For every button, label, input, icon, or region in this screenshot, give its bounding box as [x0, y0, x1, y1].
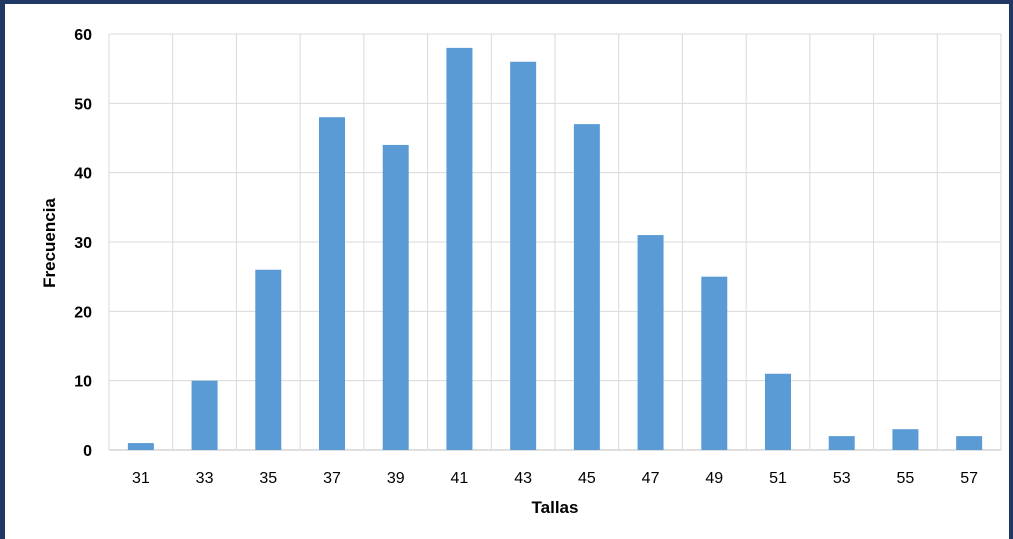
y-tick-labels: 0 10 20 30 40 50 60 [74, 27, 92, 460]
x-tick-label: 55 [897, 470, 915, 487]
x-tick-label: 39 [387, 470, 405, 487]
x-tick-label: 45 [578, 470, 596, 487]
bar-49 [701, 276, 728, 450]
bar-37 [319, 117, 345, 450]
y-tick-label: 50 [74, 96, 92, 113]
x-tick-label: 31 [132, 470, 150, 487]
bar-33 [191, 380, 218, 450]
x-tick-label: 43 [514, 470, 532, 487]
y-tick-label: 30 [74, 235, 92, 252]
y-tick-label: 0 [83, 443, 92, 460]
x-tick-label: 33 [196, 470, 214, 487]
x-tick-label: 51 [769, 470, 787, 487]
x-axis-title: Tallas [532, 498, 579, 517]
x-tick-label: 41 [451, 470, 469, 487]
y-tick-label: 10 [74, 374, 92, 391]
x-tick-label: 49 [705, 470, 723, 487]
x-tick-labels: 31 33 35 37 39 41 43 45 47 49 51 53 55 57 [132, 470, 978, 487]
bars [127, 47, 983, 450]
bar-51 [765, 373, 791, 450]
bar-57 [956, 436, 983, 450]
bar-35 [255, 269, 282, 450]
x-tick-label: 35 [259, 470, 277, 487]
bar-43 [510, 61, 537, 450]
bar-53 [828, 436, 855, 450]
x-tick-label: 37 [323, 470, 341, 487]
bar-55 [892, 429, 919, 450]
grid-lines [108, 33, 1002, 451]
y-tick-label: 40 [74, 166, 92, 183]
y-tick-label: 60 [74, 27, 92, 44]
x-tick-label: 53 [833, 470, 851, 487]
bar-45 [573, 124, 600, 450]
x-tick-label: 47 [642, 470, 660, 487]
bar-39 [382, 144, 409, 450]
y-tick-label: 20 [74, 304, 92, 321]
bar-41 [446, 47, 473, 450]
bar-47 [637, 235, 664, 450]
y-axis-title: Frecuencia [40, 198, 59, 288]
bar-31 [127, 443, 154, 450]
x-tick-label: 57 [960, 470, 978, 487]
